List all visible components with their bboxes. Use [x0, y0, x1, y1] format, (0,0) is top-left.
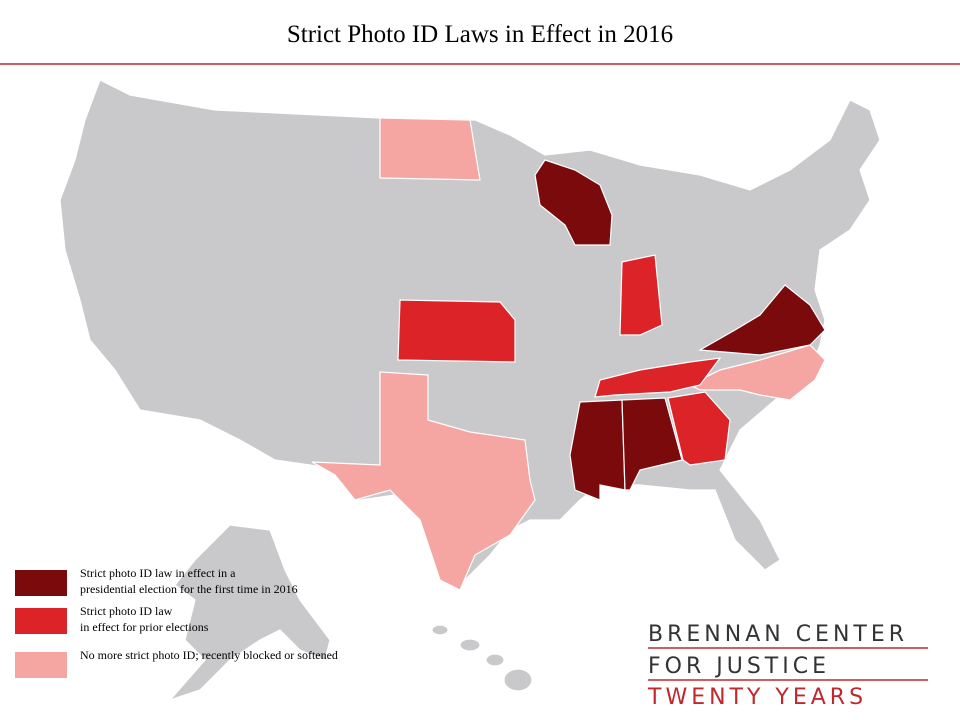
map — [59, 79, 881, 702]
state — [619, 254, 663, 336]
legend-swatch — [15, 652, 67, 678]
logo-text: FOR JUSTICE — [648, 654, 830, 679]
state — [534, 159, 613, 246]
state — [688, 344, 826, 401]
state — [698, 284, 826, 356]
logo: BRENNAN CENTER FOR JUSTICE TWENTY YEARS — [647, 622, 928, 710]
state — [379, 117, 481, 181]
legend-label: presidential election for the first time… — [80, 582, 298, 596]
state — [569, 399, 626, 501]
title: Strict Photo ID Laws in Effect in 2016 — [287, 21, 673, 48]
legend-label: No more strict photo ID; recently blocke… — [80, 648, 338, 662]
alaska — [168, 524, 331, 702]
legend: Strict photo ID law in effect in a presid… — [15, 566, 338, 678]
legend-swatch — [15, 570, 67, 596]
legend-label: Strict photo ID law in effect in a — [80, 566, 236, 580]
state — [311, 371, 536, 591]
hawaii — [431, 624, 533, 692]
logo-text: BRENNAN CENTER — [648, 622, 908, 647]
legend-label: in effect for prior elections — [80, 620, 209, 634]
state — [621, 397, 683, 491]
logo-text: TWENTY YEARS — [647, 685, 867, 710]
state — [667, 391, 731, 466]
state — [594, 357, 722, 398]
legend-swatch — [15, 608, 67, 634]
state — [397, 299, 516, 363]
legend-label: Strict photo ID law — [80, 604, 173, 618]
